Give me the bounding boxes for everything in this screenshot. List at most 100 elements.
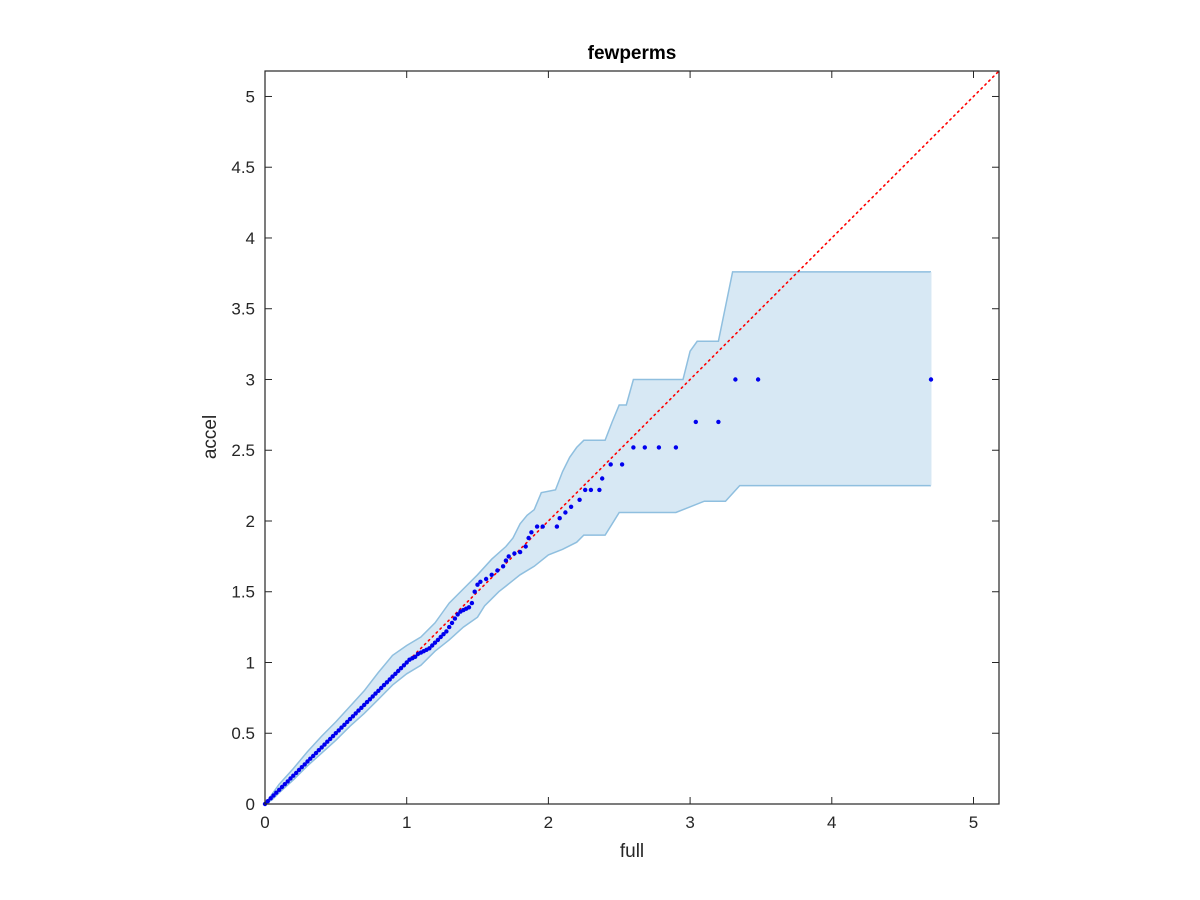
data-point <box>588 487 594 493</box>
data-point <box>333 731 338 736</box>
data-point <box>523 544 528 549</box>
data-point <box>328 736 333 742</box>
data-point <box>370 694 375 699</box>
data-point <box>534 524 540 529</box>
data-point <box>319 745 324 750</box>
data-point <box>313 750 319 756</box>
data-point <box>322 742 327 747</box>
axis-ticks <box>264 71 999 805</box>
x-axis-label: full <box>620 841 644 862</box>
data-point <box>362 702 367 708</box>
data-point <box>274 790 279 795</box>
data-point <box>364 699 370 705</box>
data-point <box>656 445 662 450</box>
data-points <box>262 377 934 807</box>
data-point <box>466 605 472 610</box>
data-point <box>438 634 443 640</box>
data-point <box>353 711 358 716</box>
data-point <box>330 733 336 739</box>
band-upper-edge <box>264 271 931 805</box>
reference-line <box>264 70 1000 805</box>
data-point <box>311 753 316 759</box>
reference-line-layer <box>264 70 1000 805</box>
data-point <box>288 776 293 781</box>
data-point <box>401 663 407 668</box>
data-point <box>299 765 304 770</box>
data-point <box>345 719 350 725</box>
y-tick-label: 2.5 <box>231 441 255 460</box>
data-point <box>529 530 534 535</box>
x-tick-label: 3 <box>685 813 694 832</box>
data-point <box>540 524 545 529</box>
data-point <box>384 680 390 685</box>
data-point <box>381 682 387 688</box>
data-point <box>455 612 460 617</box>
y-tick-label: 3.5 <box>231 300 255 319</box>
x-tick-label: 1 <box>402 813 411 832</box>
data-point <box>268 796 273 801</box>
data-point <box>642 445 647 450</box>
data-point <box>495 568 500 573</box>
x-tick-label: 0 <box>260 813 269 832</box>
data-point <box>673 445 679 450</box>
data-point <box>271 793 276 798</box>
data-point <box>483 576 489 582</box>
data-point <box>441 632 446 637</box>
data-point <box>489 572 494 577</box>
data-point <box>427 646 432 651</box>
data-point <box>279 784 285 790</box>
data-point <box>390 674 395 679</box>
data-point <box>608 462 613 467</box>
data-point <box>291 773 296 778</box>
data-point <box>296 767 302 773</box>
data-point <box>336 728 341 733</box>
data-point <box>503 558 509 563</box>
data-point <box>285 779 290 784</box>
data-point <box>387 677 392 682</box>
data-point <box>557 516 562 521</box>
y-tick-label: 4.5 <box>231 158 255 177</box>
data-point <box>716 419 721 425</box>
band-fill <box>265 271 931 804</box>
data-point <box>447 624 452 630</box>
data-point <box>393 671 398 676</box>
data-point <box>316 748 321 753</box>
y-tick-labels: 0 0.5 1 1.5 2 2.5 3 3.5 4 4.5 5 <box>231 87 255 814</box>
data-point <box>432 640 438 645</box>
data-point <box>356 708 361 713</box>
x-tick-label: 5 <box>969 813 978 832</box>
x-tick-label: 4 <box>827 813 836 832</box>
data-point <box>379 685 384 691</box>
data-point <box>265 799 270 804</box>
data-point <box>526 535 531 541</box>
axes-box <box>264 70 1000 805</box>
data-point <box>928 377 934 382</box>
confidence-band <box>264 271 932 805</box>
data-point <box>347 716 353 722</box>
data-point <box>500 564 506 569</box>
data-point <box>733 377 738 382</box>
data-point <box>755 377 761 382</box>
data-point <box>342 722 347 727</box>
data-point <box>693 419 698 425</box>
y-tick-label: 0 <box>246 795 255 814</box>
data-point <box>339 725 344 730</box>
data-point <box>472 589 477 594</box>
x-tick-labels: 0 1 2 3 4 5 <box>260 813 978 832</box>
data-point <box>452 616 458 621</box>
data-point <box>449 620 455 626</box>
data-point <box>583 487 588 493</box>
data-point <box>398 666 404 671</box>
data-point <box>444 629 449 634</box>
data-point <box>413 654 418 659</box>
data-point <box>554 524 560 529</box>
data-point <box>376 688 381 693</box>
data-point <box>435 637 441 643</box>
data-point <box>404 660 409 665</box>
y-tick-label: 1.5 <box>231 583 255 602</box>
y-tick-label: 3 <box>246 370 255 389</box>
y-axis-label: accel <box>200 415 221 459</box>
y-tick-label: 2 <box>246 512 255 531</box>
data-point <box>512 551 517 556</box>
